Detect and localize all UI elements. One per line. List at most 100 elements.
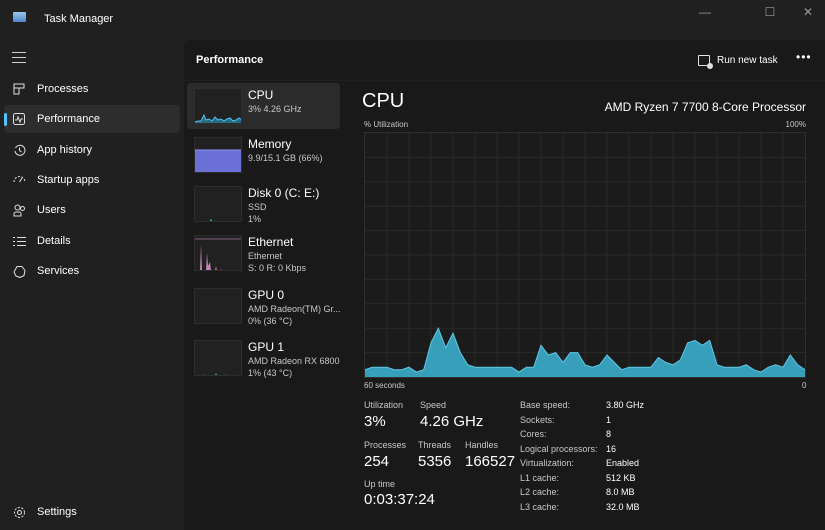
- spec-value: 32.0 MB: [606, 502, 640, 512]
- sidebar-item-details[interactable]: Details: [4, 227, 180, 255]
- run-new-task-button[interactable]: Run new task: [698, 50, 778, 70]
- device-detail: 0% (36 °C): [248, 316, 293, 326]
- spec-label: Base speed:: [520, 400, 571, 410]
- run-new-task-label: Run new task: [717, 54, 778, 66]
- page-title: Performance: [196, 54, 264, 66]
- sidebar-item-settings[interactable]: Settings: [4, 498, 180, 526]
- sidebar: Processes Performance App history Startu…: [0, 40, 184, 530]
- device-name: GPU 0: [248, 288, 285, 302]
- device-name: Disk 0 (C: E:): [248, 186, 320, 200]
- x-axis-left-label: 60 seconds: [364, 381, 405, 390]
- spec-label: L3 cache:: [520, 502, 560, 512]
- settings-label: Settings: [37, 506, 77, 518]
- header-divider: [184, 80, 825, 81]
- device-cpu[interactable]: CPU 3% 4.26 GHz: [187, 83, 340, 129]
- gear-icon: [12, 505, 26, 519]
- spec-label: L1 cache:: [520, 473, 560, 483]
- users-icon: [12, 203, 26, 217]
- spec-value: 8: [606, 429, 612, 439]
- sidebar-item-app-history[interactable]: App history: [4, 136, 180, 164]
- more-options-button[interactable]: •••: [796, 50, 812, 64]
- spec-value: 3.80 GHz: [606, 400, 645, 410]
- threads-label: Threads: [418, 440, 452, 450]
- handles-label: Handles: [465, 440, 499, 450]
- handles-value: 166527: [465, 453, 516, 470]
- spec-value: 16: [606, 444, 617, 454]
- cpu-model-name: AMD Ryzen 7 7700 8-Core Processor: [604, 100, 806, 114]
- device-name: CPU: [248, 88, 274, 102]
- x-axis-right-label: 0: [802, 381, 807, 390]
- run-task-icon: [698, 54, 713, 69]
- active-indicator: [4, 113, 7, 126]
- sidebar-item-label: Details: [37, 235, 71, 247]
- spec-label: L2 cache:: [520, 487, 560, 497]
- spec-value: 1: [606, 415, 612, 425]
- device-name: GPU 1: [248, 340, 285, 354]
- spec-label: Cores:: [520, 429, 547, 439]
- disk-thumbnail-graph: [194, 186, 242, 222]
- sidebar-item-label: Processes: [37, 83, 89, 95]
- device-detail: Ethernet: [248, 251, 283, 261]
- sidebar-item-label: Startup apps: [37, 174, 100, 186]
- sidebar-item-users[interactable]: Users: [4, 196, 180, 224]
- speed-value: 4.26 GHz: [420, 413, 484, 430]
- uptime-value: 0:03:37:24: [364, 491, 435, 508]
- device-ethernet[interactable]: Ethernet Ethernet S: 0 R: 0 Kbps: [187, 230, 340, 276]
- device-name: Ethernet: [248, 235, 294, 249]
- sidebar-item-processes[interactable]: Processes: [4, 75, 180, 103]
- sidebar-item-label: App history: [37, 144, 93, 156]
- content-pane: Performance Run new task ••• CPU 3% 4.26…: [184, 40, 825, 530]
- device-disk-0[interactable]: Disk 0 (C: E:) SSD 1%: [187, 181, 340, 227]
- task-manager-icon: [13, 12, 26, 22]
- ethernet-thumbnail-graph: [194, 235, 242, 271]
- window-title: Task Manager: [44, 13, 114, 25]
- device-detail: 3% 4.26 GHz: [248, 104, 302, 114]
- spec-label: Sockets:: [520, 415, 555, 425]
- memory-thumbnail-graph: [194, 137, 242, 173]
- device-memory[interactable]: Memory 9.9/15.1 GB (66%): [187, 132, 340, 178]
- details-icon: [12, 234, 26, 248]
- device-gpu-1[interactable]: GPU 1 AMD Radeon RX 6800 1% (43 °C): [187, 335, 340, 381]
- uptime-label: Up time: [364, 479, 396, 489]
- device-detail: 1%: [248, 214, 262, 224]
- performance-icon: [12, 112, 26, 126]
- app-history-icon: [12, 143, 26, 157]
- spec-label: Logical processors:: [520, 444, 598, 454]
- sidebar-item-startup-apps[interactable]: Startup apps: [4, 166, 180, 194]
- sidebar-item-label: Users: [37, 204, 66, 216]
- speed-label: Speed: [420, 400, 447, 410]
- device-detail: SSD: [248, 202, 267, 212]
- utilization-value: 3%: [364, 413, 386, 430]
- spec-value: 512 KB: [606, 473, 636, 483]
- title-bar: Task Manager — ☐ ✕: [0, 0, 825, 40]
- cpu-thumbnail-graph: [194, 88, 242, 124]
- cpu-utilization-chart: [364, 132, 806, 378]
- device-gpu-0[interactable]: GPU 0 AMD Radeon(TM) Gr... 0% (36 °C): [187, 283, 341, 329]
- device-detail: AMD Radeon(TM) Gr...: [248, 304, 341, 314]
- sidebar-item-performance[interactable]: Performance: [4, 105, 180, 133]
- spec-label: Virtualization:: [520, 458, 574, 468]
- startup-apps-icon: [12, 173, 26, 187]
- maximize-icon[interactable]: ☐: [764, 5, 776, 19]
- threads-value: 5356: [418, 453, 452, 470]
- processes-icon: [12, 82, 26, 96]
- device-detail: AMD Radeon RX 6800: [248, 356, 340, 366]
- processes-value: 254: [364, 453, 390, 470]
- y-axis-max-label: 100%: [785, 120, 806, 129]
- close-icon[interactable]: ✕: [802, 5, 814, 19]
- y-axis-label: % Utilization: [364, 120, 409, 129]
- utilization-label: Utilization: [364, 400, 404, 410]
- gpu0-thumbnail-graph: [194, 288, 242, 324]
- device-detail: 1% (43 °C): [248, 368, 293, 378]
- gpu1-thumbnail-graph: [194, 340, 242, 376]
- device-name: Memory: [248, 137, 292, 151]
- sidebar-item-label: Services: [37, 265, 80, 277]
- sidebar-item-services[interactable]: Services: [4, 257, 180, 285]
- hamburger-menu-icon[interactable]: [12, 52, 26, 64]
- minimize-icon[interactable]: —: [699, 5, 711, 19]
- sidebar-item-label: Performance: [37, 113, 100, 125]
- device-detail: 9.9/15.1 GB (66%): [248, 153, 323, 163]
- cpu-heading: CPU: [362, 90, 405, 112]
- spec-value: 8.0 MB: [606, 487, 635, 497]
- device-detail: S: 0 R: 0 Kbps: [248, 263, 307, 273]
